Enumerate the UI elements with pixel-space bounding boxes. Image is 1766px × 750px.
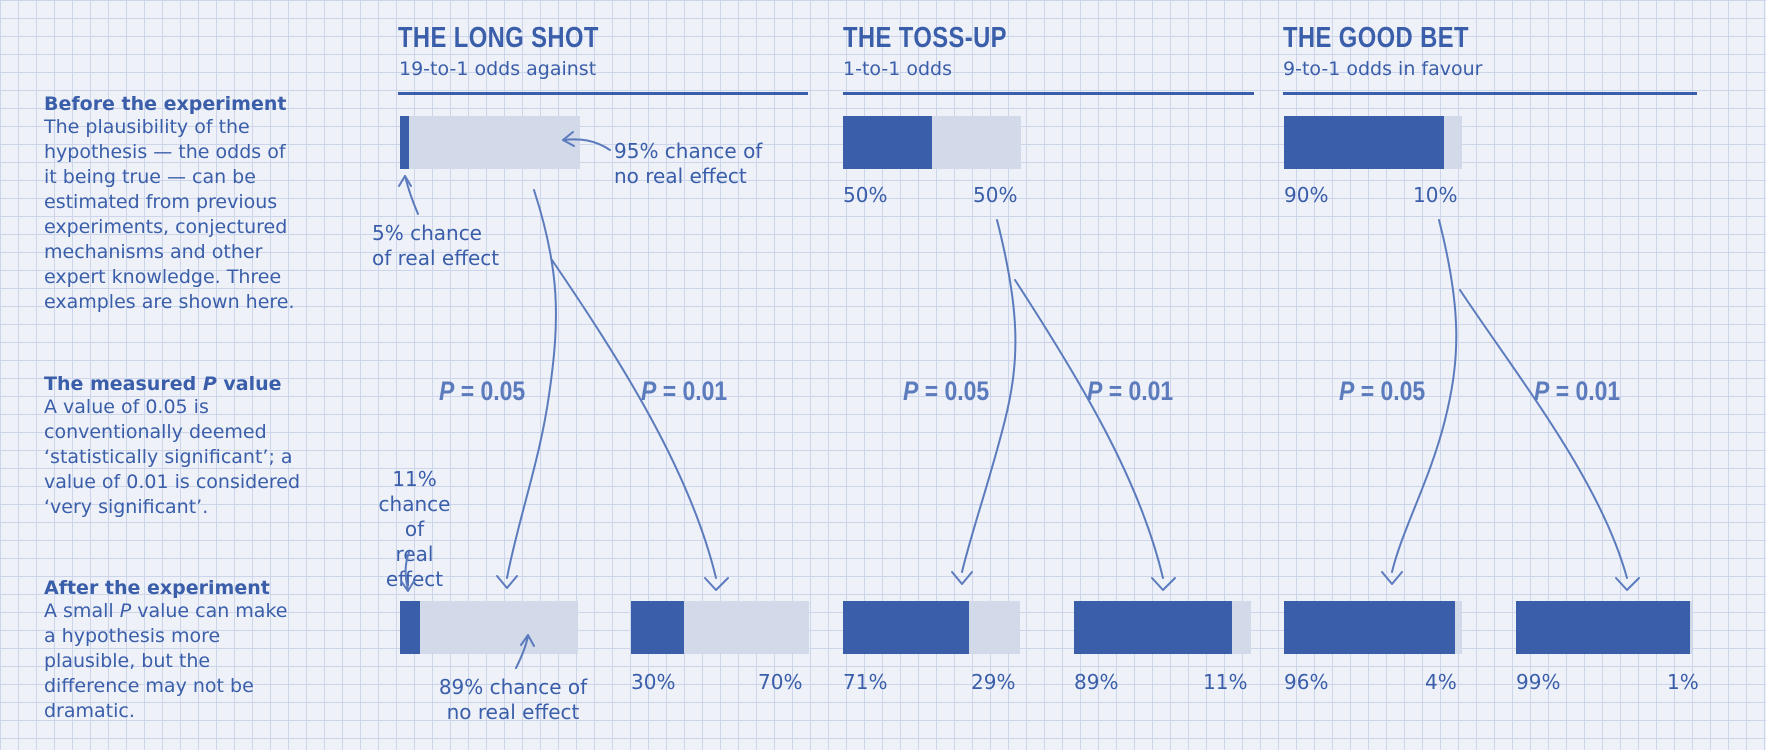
arrowhead-long-shot-001 xyxy=(704,577,729,591)
arrowhead-toss-up-005 xyxy=(951,571,973,585)
flow-arrow-toss-up-001 xyxy=(1014,279,1164,579)
flow-arrow-long-shot-001 xyxy=(551,259,717,579)
column-rule-long-shot xyxy=(398,92,808,95)
after-label-right-good-bet-001: 1% xyxy=(1667,670,1699,694)
arrowhead-good-bet-005 xyxy=(1381,571,1403,585)
column-title-good-bet: THE GOOD BET xyxy=(1283,22,1469,54)
flow-arrow-good-bet-001 xyxy=(1459,289,1628,579)
after-bar-toss-up-005 xyxy=(843,601,1020,654)
after-bar-long-shot-005 xyxy=(400,601,578,654)
column-subtitle-long-shot: 19-to-1 odds against xyxy=(399,58,597,80)
measured-text: A value of 0.05 is conventionally deemed… xyxy=(44,396,301,518)
before-bar-good-bet xyxy=(1284,116,1462,169)
pointer-89-no-effect xyxy=(515,635,529,669)
annotation-95-no-effect: 95% chance of no real effect xyxy=(614,139,763,188)
before-label-left-good-bet: 90% xyxy=(1284,183,1329,207)
before-label-right-good-bet: 10% xyxy=(1413,183,1458,207)
before-fill-toss-up xyxy=(843,116,932,169)
pointer-95-no-effect-head xyxy=(562,131,575,147)
before-bar-long-shot xyxy=(400,116,580,169)
after-fill-long-shot-005 xyxy=(400,601,420,654)
pointer-5-real-effect-head xyxy=(398,175,412,187)
measured-title: The measured P value xyxy=(44,373,282,395)
before-fill-good-bet xyxy=(1284,116,1445,169)
p-label-good-bet-001: P = 0.01 xyxy=(1534,376,1621,406)
measured-section: The measured P value A value of 0.05 is … xyxy=(44,373,334,520)
annotation-89-no-effect: 89% chance of no real effect xyxy=(438,675,588,724)
p-label-toss-up-001: P = 0.01 xyxy=(1087,376,1174,406)
after-fill-long-shot-001 xyxy=(631,601,685,654)
pointer-5-real-effect xyxy=(404,175,419,215)
after-label-left-good-bet-005: 96% xyxy=(1284,670,1329,694)
arrowhead-good-bet-001 xyxy=(1615,577,1640,591)
annotation-5-real-effect: 5% chance of real effect xyxy=(372,221,500,270)
pointer-89-no-effect-head xyxy=(520,634,535,647)
flow-arrow-toss-up-005 xyxy=(961,219,1017,573)
after-label-left-good-bet-001: 99% xyxy=(1516,670,1561,694)
column-title-long-shot: THE LONG SHOT xyxy=(398,22,599,54)
column-subtitle-good-bet: 9-to-1 odds in favour xyxy=(1283,58,1483,80)
after-label-left-long-shot-001: 30% xyxy=(631,670,676,694)
before-title: Before the experiment xyxy=(44,93,287,115)
after-bar-good-bet-001 xyxy=(1516,601,1692,654)
p-label-toss-up-005: P = 0.05 xyxy=(903,376,990,406)
before-bar-toss-up xyxy=(843,116,1021,169)
after-title: After the experiment xyxy=(44,577,270,599)
after-label-right-toss-up-005: 29% xyxy=(971,670,1016,694)
after-section: After the experiment A small P value can… xyxy=(44,577,334,724)
after-label-left-toss-up-001: 89% xyxy=(1074,670,1119,694)
p-label-long-shot-005: P = 0.05 xyxy=(439,376,526,406)
annotation-11-real-effect: 11% chance of real effect xyxy=(378,467,451,591)
after-fill-toss-up-005 xyxy=(843,601,969,654)
column-title-toss-up: THE TOSS-UP xyxy=(843,22,1007,54)
flow-arrow-long-shot-005 xyxy=(506,189,557,579)
p-label-long-shot-001: P = 0.01 xyxy=(641,376,728,406)
pointer-95-no-effect xyxy=(562,138,611,151)
after-fill-toss-up-001 xyxy=(1074,601,1232,654)
after-label-right-toss-up-001: 11% xyxy=(1203,670,1248,694)
before-text: The plausibility of the hypothesis — the… xyxy=(44,116,295,313)
before-fill-long-shot xyxy=(400,116,409,169)
arrowhead-toss-up-001 xyxy=(1151,577,1176,591)
after-label-left-toss-up-005: 71% xyxy=(843,670,888,694)
pointer-11-real-effect-head xyxy=(400,580,415,592)
column-subtitle-toss-up: 1-to-1 odds xyxy=(843,58,952,80)
after-label-right-long-shot-001: 70% xyxy=(758,670,803,694)
after-fill-good-bet-001 xyxy=(1516,601,1691,654)
after-text: A small P value can make a hypothesis mo… xyxy=(44,600,288,722)
after-bar-long-shot-001 xyxy=(631,601,809,654)
before-section: Before the experiment The plausibility o… xyxy=(44,93,334,315)
column-rule-toss-up xyxy=(843,92,1254,95)
pointer-11-real-effect xyxy=(404,551,410,590)
p-label-good-bet-005: P = 0.05 xyxy=(1339,376,1426,406)
after-bar-good-bet-005 xyxy=(1284,601,1462,654)
before-label-right-toss-up: 50% xyxy=(973,183,1018,207)
arrowhead-long-shot-005 xyxy=(496,575,518,589)
after-fill-good-bet-005 xyxy=(1284,601,1455,654)
before-label-left-toss-up: 50% xyxy=(843,183,888,207)
after-label-right-good-bet-005: 4% xyxy=(1425,670,1457,694)
after-bar-toss-up-001 xyxy=(1074,601,1251,654)
flow-arrow-good-bet-005 xyxy=(1391,219,1458,573)
column-rule-good-bet xyxy=(1283,92,1697,95)
